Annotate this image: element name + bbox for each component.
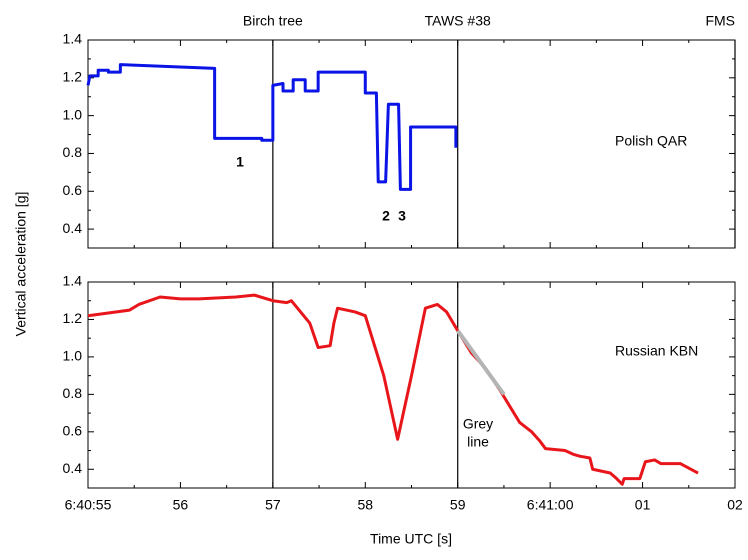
x-tick-label: 6:41:00	[527, 497, 574, 513]
annotation: Russian KBN	[615, 343, 698, 359]
annotation: 2	[382, 208, 390, 224]
y-tick-label: 0.6	[63, 423, 83, 439]
annotation: Grey	[463, 416, 493, 432]
x-axis-label: Time UTC [s]	[370, 531, 452, 547]
plot-frame	[87, 281, 736, 489]
event-label: TAWS #38	[425, 13, 491, 29]
event-label: FMS	[705, 13, 735, 29]
x-tick-label: 57	[265, 497, 281, 513]
event-label: Birch tree	[243, 13, 303, 29]
data-line	[87, 293, 699, 486]
x-tick-label: 59	[450, 497, 466, 513]
y-tick-label: 0.6	[63, 182, 83, 198]
x-tick-label: 56	[173, 497, 189, 513]
y-tick-label: 0.8	[63, 144, 83, 160]
y-tick-label: 1.0	[63, 106, 83, 122]
y-tick-label: 0.4	[63, 220, 83, 236]
data-line	[86, 63, 458, 191]
y-tick-label: 1.0	[63, 348, 83, 364]
y-tick-label: 1.2	[63, 310, 83, 326]
y-tick-label: 0.8	[63, 385, 83, 401]
x-tick-label: 02	[727, 497, 743, 513]
x-tick-label: 01	[635, 497, 651, 513]
y-tick-label: 1.4	[63, 31, 83, 47]
annotation: 3	[398, 208, 406, 224]
annotation: Polish QAR	[615, 133, 687, 149]
y-axis-label: Vertical acceleration [g]	[13, 192, 29, 337]
y-tick-label: 1.2	[63, 69, 83, 85]
y-tick-label: 1.4	[63, 273, 83, 289]
annotation: line	[467, 434, 489, 450]
y-tick-label: 0.4	[63, 460, 83, 476]
x-tick-label: 58	[357, 497, 373, 513]
x-tick-label: 6:40:55	[65, 497, 112, 513]
data-line	[456, 329, 506, 396]
annotation: 1	[236, 154, 244, 170]
